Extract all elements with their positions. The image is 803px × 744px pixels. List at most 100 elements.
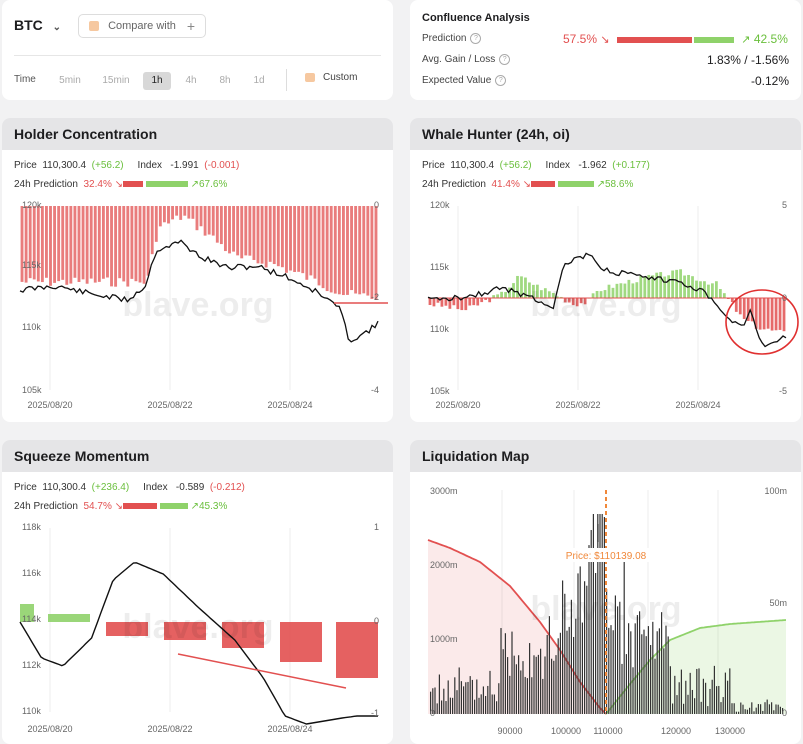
gain-loss-label: Avg. Gain / Loss	[422, 54, 496, 66]
liquidation-card: Liquidation Map Price: $110139.08 blave.o…	[410, 440, 801, 744]
whale-bar	[639, 275, 643, 298]
liq-bar	[522, 661, 524, 714]
holder-bar	[191, 206, 195, 219]
whale-bar	[707, 284, 710, 298]
help-icon[interactable]: ?	[495, 75, 507, 86]
liq-bar	[713, 665, 715, 714]
whale-bar	[551, 292, 555, 298]
y-tick-label: -4	[371, 385, 379, 395]
price-change: (+56.2)	[499, 160, 532, 171]
timeframe-15min[interactable]: 15min	[102, 75, 130, 86]
liq-bar	[533, 655, 535, 714]
trend-annotation	[177, 653, 347, 689]
liq-bar	[647, 626, 649, 714]
liq-bar	[733, 703, 735, 714]
whale-bar	[730, 298, 734, 303]
liq-bar	[782, 708, 784, 714]
y-tick-label: 114k	[22, 614, 41, 624]
index-change: (-0.212)	[209, 482, 245, 493]
liq-bar	[599, 514, 601, 714]
symbol-selector[interactable]: BTC ⌄	[14, 17, 61, 33]
holder-bar	[362, 206, 366, 294]
prediction-label: 24h Prediction	[422, 179, 486, 190]
holder-card: Holder Concentration Price 110,300.4 (+5…	[2, 118, 393, 422]
liq-bar	[557, 638, 559, 714]
liquidation-chart: Price: $110139.08 blave.org 3000m 2000m 1000…	[427, 486, 787, 736]
liq-bar	[685, 680, 687, 714]
liq-bar	[773, 710, 775, 714]
trend-down-icon: ↘	[600, 34, 610, 46]
whale-bar	[631, 283, 635, 298]
liq-bar	[619, 601, 621, 714]
liq-bar	[474, 699, 476, 714]
holder-bar	[106, 206, 109, 278]
holder-bar	[240, 206, 244, 259]
liq-bar	[731, 703, 733, 714]
liq-bar	[768, 704, 770, 714]
prediction-label: 24h Prediction	[14, 179, 78, 190]
liq-bar	[762, 710, 764, 714]
liq-bar	[566, 630, 568, 714]
holder-bar	[207, 206, 211, 235]
controls-card: BTC ⌄ Compare with + Time 5min 15min 1h …	[2, 0, 393, 100]
liq-bar	[597, 514, 599, 714]
help-icon[interactable]: ?	[470, 33, 482, 44]
liq-bar	[542, 678, 544, 714]
y-tick-label: 120k	[22, 200, 42, 210]
liq-bar	[509, 675, 511, 714]
compare-button[interactable]: Compare with +	[78, 14, 206, 38]
holder-bar	[313, 206, 317, 279]
holder-bar	[73, 206, 77, 278]
holder-bar	[256, 206, 260, 264]
timeframe-1h[interactable]: 1h	[143, 72, 171, 90]
liq-bar	[766, 699, 768, 714]
liq-bar	[485, 696, 487, 714]
prediction-up: 45.3%	[198, 501, 228, 512]
liq-bar	[700, 701, 702, 714]
whale-bar	[504, 292, 507, 298]
whale-bar	[607, 284, 611, 298]
liq-bar	[683, 703, 685, 714]
x-tick-label: 90000	[497, 726, 522, 736]
holder-bar	[341, 206, 345, 296]
liq-bar	[757, 704, 759, 714]
x-tick-label: 120000	[661, 726, 691, 736]
x-tick-label: 110000	[593, 726, 622, 736]
whale-bar	[468, 298, 472, 306]
liq-bar	[575, 618, 577, 714]
index-value: -0.589	[175, 482, 205, 493]
liq-bar	[526, 678, 528, 714]
whale-bar	[524, 277, 527, 298]
whale-bar	[683, 275, 686, 298]
holder-bar	[211, 206, 215, 236]
liq-bar	[445, 701, 447, 714]
liq-bar	[632, 667, 634, 714]
custom-button[interactable]: Custom	[305, 72, 357, 83]
timeframe-1d[interactable]: 1d	[253, 75, 265, 86]
liq-bar	[469, 676, 471, 714]
liq-bar	[500, 628, 502, 714]
whale-bar	[766, 298, 770, 329]
liq-bar	[658, 628, 660, 714]
timeframe-4h[interactable]: 4h	[185, 75, 197, 86]
prediction-row: 24h Prediction 32.4% ↘ ↗67.6%	[14, 179, 227, 190]
index-label: Index	[143, 482, 168, 493]
help-icon[interactable]: ?	[499, 54, 511, 65]
whale-bar	[770, 298, 774, 331]
liq-bar	[744, 709, 746, 714]
liq-bar	[471, 679, 473, 714]
timeframe-5min[interactable]: 5min	[59, 75, 81, 86]
timeframe-8h[interactable]: 8h	[219, 75, 231, 86]
liq-bar	[738, 711, 740, 714]
liq-bar	[623, 561, 625, 714]
holder-bar	[276, 206, 280, 267]
gain-loss-row-label: Avg. Gain / Loss?	[422, 54, 511, 66]
liq-bar	[656, 631, 658, 714]
whale-bar	[651, 275, 655, 298]
liq-bar	[628, 623, 630, 714]
x-tick-label: 2025/08/24	[675, 400, 720, 410]
holder-bar	[333, 206, 337, 294]
prediction-row-label: Prediction?	[422, 33, 482, 44]
holder-bar	[162, 206, 166, 223]
liq-bar	[746, 709, 748, 714]
